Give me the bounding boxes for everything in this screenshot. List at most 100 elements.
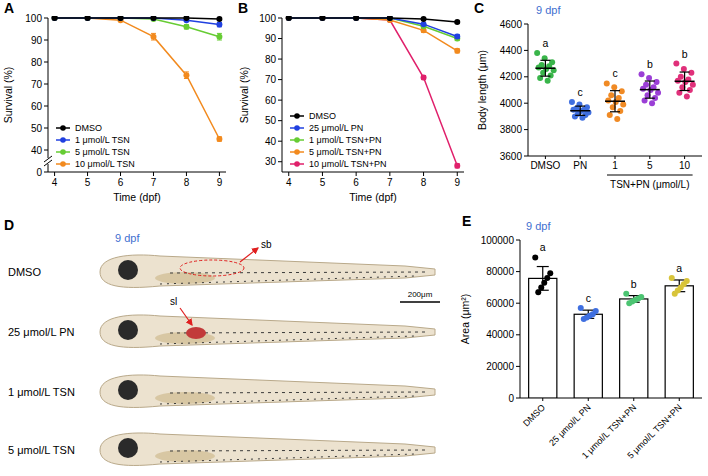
legend-label: DMSO	[75, 123, 102, 133]
significance-letter: b	[631, 278, 637, 290]
point	[454, 19, 460, 25]
y-tick-label: 100000	[481, 235, 515, 246]
point	[183, 16, 189, 21]
point	[673, 61, 679, 67]
series-line	[55, 18, 220, 25]
significance-letter: a	[540, 241, 546, 253]
y-tick-label: 30	[265, 156, 277, 167]
row-label: DMSO	[8, 266, 41, 278]
y-tick	[44, 172, 48, 173]
larva-yolk	[155, 392, 215, 404]
y-tick-label: 60	[265, 95, 277, 106]
point	[454, 163, 460, 169]
significance-letter: a	[676, 262, 682, 274]
bar-chart: 020000400006000080000100000Area (μm²)9 d…	[459, 220, 702, 461]
point	[216, 16, 222, 22]
point	[690, 82, 696, 88]
sd-cap	[680, 90, 690, 91]
x-tick	[322, 172, 323, 176]
significance-letter: c	[578, 86, 583, 98]
point	[353, 16, 359, 21]
point	[454, 48, 460, 54]
x-tick	[389, 172, 390, 176]
significance-letter: a	[542, 37, 548, 49]
point	[581, 316, 587, 322]
point	[649, 100, 655, 106]
y-tick	[516, 334, 520, 335]
y-tick-label: 50	[265, 115, 277, 126]
annotation: sb	[261, 239, 272, 250]
x-tick-label: 5	[647, 160, 653, 171]
y-tick	[516, 271, 520, 272]
bar	[574, 314, 602, 398]
x-tick	[633, 398, 634, 401]
x-tick-label: DMSO	[530, 160, 560, 171]
bar	[620, 299, 648, 398]
legend: DMSO25 μmol/L PN1 μmol/L TSN+PN5 μmol/L …	[290, 111, 386, 169]
arrow	[240, 248, 258, 262]
point	[604, 80, 610, 86]
x-tick-label: 5	[85, 177, 91, 188]
series-line	[289, 18, 458, 166]
panel-letter: C	[474, 0, 484, 16]
point	[286, 16, 292, 21]
x-tick	[54, 172, 55, 176]
bar	[665, 286, 693, 398]
larva-yolk	[155, 272, 215, 284]
y-tick-label: 50	[31, 123, 43, 134]
larva-yolk	[155, 332, 215, 344]
error-cap	[673, 279, 685, 280]
y-tick-label: 4000	[500, 98, 523, 109]
x-tick	[120, 172, 121, 176]
y-tick	[524, 76, 528, 77]
point	[545, 78, 551, 84]
sd-bar	[580, 106, 581, 115]
y-axis	[48, 164, 49, 172]
larva-eye	[118, 380, 138, 400]
point	[640, 86, 646, 92]
x-tick-label: 7	[151, 177, 157, 188]
annotation: sl	[170, 296, 177, 307]
x-axis	[282, 172, 464, 173]
larva-pigment	[170, 392, 425, 393]
point	[286, 16, 292, 21]
x-tick	[219, 172, 220, 176]
y-axis	[282, 18, 283, 172]
y-tick-label: 90	[265, 33, 277, 44]
scale-bar	[400, 301, 440, 303]
group-line	[607, 175, 693, 176]
point	[52, 16, 58, 21]
bar	[529, 278, 557, 398]
point	[216, 34, 222, 40]
point	[617, 108, 623, 114]
scale-bar-label: 200μm	[408, 290, 433, 299]
x-tick-label: 9	[217, 177, 223, 188]
x-tick	[580, 156, 581, 159]
panel-letter: D	[4, 217, 14, 233]
x-tick-label: 8	[184, 177, 190, 188]
x-tick-label: DMSO	[521, 402, 547, 428]
figure: ABCDE0405060708090100Survival (%)456789T…	[0, 0, 708, 476]
larva-body	[100, 315, 435, 348]
series-line	[289, 18, 458, 22]
point	[623, 291, 629, 297]
point	[535, 289, 541, 295]
point	[118, 16, 124, 21]
point	[319, 16, 325, 21]
error-cap	[537, 266, 549, 267]
y-tick	[524, 156, 528, 157]
y-tick-label: 80	[31, 57, 43, 68]
y-axis-title: Survival (%)	[2, 67, 14, 124]
y-axis	[520, 240, 521, 398]
sd-bar	[545, 60, 546, 76]
point	[569, 99, 575, 105]
x-tick-label: 1	[612, 160, 618, 171]
panel-letter: E	[462, 213, 471, 229]
sd-bar	[614, 91, 615, 112]
y-tick	[278, 38, 282, 39]
point	[607, 112, 613, 118]
point	[611, 84, 617, 90]
point	[85, 16, 91, 21]
x-tick	[649, 156, 650, 159]
significance-letter: b	[647, 58, 653, 70]
